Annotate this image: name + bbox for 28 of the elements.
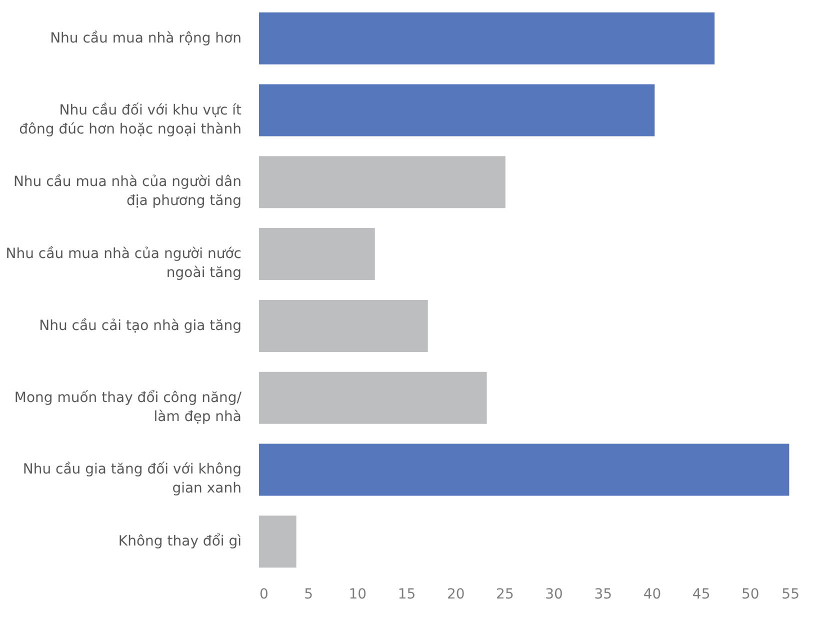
x-tick-label: 0 — [260, 586, 268, 602]
x-tick-label: 30 — [545, 586, 563, 602]
x-tick-label: 40 — [643, 586, 662, 602]
y-tick-label: Nhu cầu mua nhà của người nước ngoài tăng — [6, 246, 242, 282]
y-tick-label: Không thay đổi gì — [118, 532, 242, 550]
y-tick-label: Nhu cầu mua nhà rộng hơn — [50, 30, 242, 46]
bar — [259, 156, 506, 208]
bar — [259, 84, 655, 136]
x-tick-label: 15 — [398, 586, 416, 602]
x-tick-label: 45 — [692, 586, 710, 602]
y-tick-label: Nhu cầu mua nhà của người dân địa phương tăng — [13, 174, 242, 210]
x-tick-label: 5 — [304, 586, 314, 602]
bar — [259, 516, 296, 568]
bar — [259, 444, 790, 496]
y-tick-label: Nhu cầu cải tạo nhà gia tăng — [39, 318, 242, 334]
x-tick-label: 20 — [446, 586, 465, 602]
x-tick-label: 25 — [496, 586, 514, 602]
bar — [259, 12, 715, 64]
x-tick-label: 10 — [348, 586, 367, 602]
x-tick-label: 50 — [741, 586, 760, 602]
x-tick-label: 35 — [594, 586, 612, 602]
y-tick-label: Nhu cầu đối với khu vực ít đông đúc hơn hoặc ngoại thành — [19, 102, 242, 138]
x-tick-label: 55 — [782, 586, 800, 602]
y-tick-label: Mong muốn thay đổi công năng/ làm đẹp nhà — [14, 388, 242, 425]
bar — [259, 228, 375, 280]
bar — [259, 300, 428, 352]
y-tick-label: Nhu cầu gia tăng đối với không gian xanh — [22, 462, 242, 497]
bar — [259, 372, 487, 424]
